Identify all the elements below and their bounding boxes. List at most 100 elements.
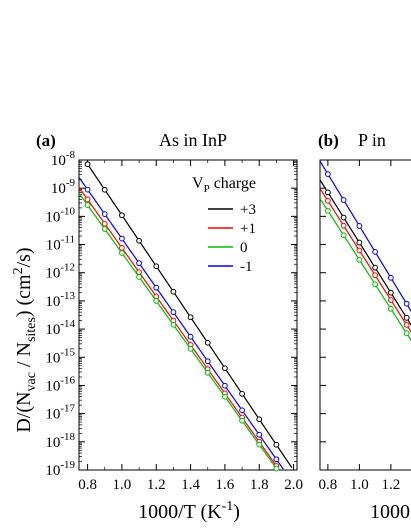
data-point [170, 321, 177, 328]
data-point [84, 186, 91, 193]
y-tick-label: 10-9 [51, 177, 76, 197]
data-point [403, 314, 410, 321]
data-point [239, 390, 245, 397]
legend: VP charge +3 +1 0 -1 [192, 175, 256, 275]
data-point [101, 211, 108, 218]
panel-b-label: (b) [318, 131, 339, 150]
data-point [387, 289, 394, 296]
data-point [387, 305, 394, 312]
data-point [340, 232, 347, 239]
data-point [84, 196, 91, 203]
panel-b-x-axis-label: 1000 [370, 501, 410, 523]
data-point [204, 339, 211, 346]
x-tick-label: 0.8 [318, 477, 337, 493]
data-point [256, 416, 263, 423]
series-line-+3 [319, 179, 411, 326]
data-point [119, 250, 125, 256]
legend-title: VP charge [192, 175, 256, 195]
data-point [222, 393, 228, 400]
data-point [273, 441, 280, 448]
data-point [84, 161, 91, 168]
panel-b-x-ticks: 0.8 1.0 1.2 [318, 159, 400, 493]
y-tick-label: 10-19 [45, 459, 75, 479]
data-point [324, 171, 331, 177]
data-point [101, 220, 108, 227]
data-point [340, 222, 347, 229]
data-point [222, 382, 228, 389]
data-point [187, 314, 194, 321]
data-point [187, 345, 194, 352]
data-point [340, 214, 347, 221]
legend-label: +1 [240, 221, 256, 237]
panel-a-x-ticks: 0.8 1.0 1.2 1.4 1.6 1.8 2.0 [78, 160, 303, 493]
data-point [153, 298, 160, 304]
data-point [372, 264, 379, 271]
data-point [204, 369, 211, 376]
data-point [153, 263, 160, 270]
series-line--1 [78, 176, 284, 470]
data-point [324, 207, 331, 214]
y-tick-label: 10-16 [45, 374, 75, 394]
panel-a-label: (a) [36, 131, 56, 150]
panel-b: (b) P in 0.8 1.0 1.2 1000 [318, 130, 411, 523]
data-point [372, 248, 379, 255]
series-line-+1 [78, 186, 279, 469]
panel-b-series [319, 160, 411, 342]
data-point [222, 365, 228, 372]
y-tick-label: 10-17 [45, 403, 75, 423]
data-point [101, 226, 108, 232]
x-tick-label: 1.2 [147, 477, 166, 493]
series-line--1 [319, 160, 411, 313]
data-point [340, 197, 347, 203]
data-point [170, 288, 177, 295]
x-tick-label: 0.8 [78, 477, 97, 493]
y-tick-label: 10-11 [46, 234, 75, 254]
data-point [84, 202, 91, 208]
data-point [101, 186, 108, 193]
series-line-+1 [319, 188, 411, 333]
data-point [273, 456, 280, 463]
x-tick-label: 1.2 [381, 477, 400, 493]
data-point [256, 441, 263, 448]
data-point [356, 239, 363, 246]
data-point [119, 235, 125, 242]
legend-label: 0 [240, 240, 248, 256]
panel-a: (a) As in InP 10-810-910-1010-1110-1210-… [36, 130, 303, 523]
data-point [324, 197, 331, 204]
data-point [136, 237, 142, 244]
data-point [256, 431, 263, 438]
data-point [372, 272, 379, 279]
x-tick-label: 1.6 [216, 477, 235, 493]
panel-b-title: P in [358, 130, 386, 150]
data-point [239, 407, 245, 414]
y-tick-label: 10-13 [45, 290, 75, 310]
x-tick-label: 1.0 [113, 477, 132, 493]
x-tick-label: 1.0 [350, 477, 369, 493]
data-point [136, 274, 142, 280]
data-point [387, 297, 394, 303]
series-line-0 [319, 198, 411, 342]
panel-a-x-axis-label: 1000/T (K-1) [138, 499, 240, 523]
panel-b-frame [319, 159, 411, 471]
data-point [119, 245, 125, 251]
data-point [239, 417, 245, 424]
data-point [356, 247, 363, 254]
data-point [273, 465, 280, 472]
data-point [372, 281, 379, 288]
data-point [170, 309, 177, 316]
data-point [387, 274, 394, 281]
panel-a-series [78, 161, 293, 472]
data-point [136, 260, 142, 267]
data-point [324, 189, 331, 196]
y-tick-label: 10-10 [45, 205, 75, 225]
series-line-+3 [85, 161, 293, 469]
legend-label: -1 [240, 259, 253, 275]
data-point [403, 321, 410, 328]
data-point [204, 358, 211, 365]
x-tick-label: 2.0 [284, 477, 303, 493]
legend-label: +3 [240, 202, 256, 218]
data-point [403, 330, 410, 337]
panel-a-title: As in InP [159, 130, 227, 150]
